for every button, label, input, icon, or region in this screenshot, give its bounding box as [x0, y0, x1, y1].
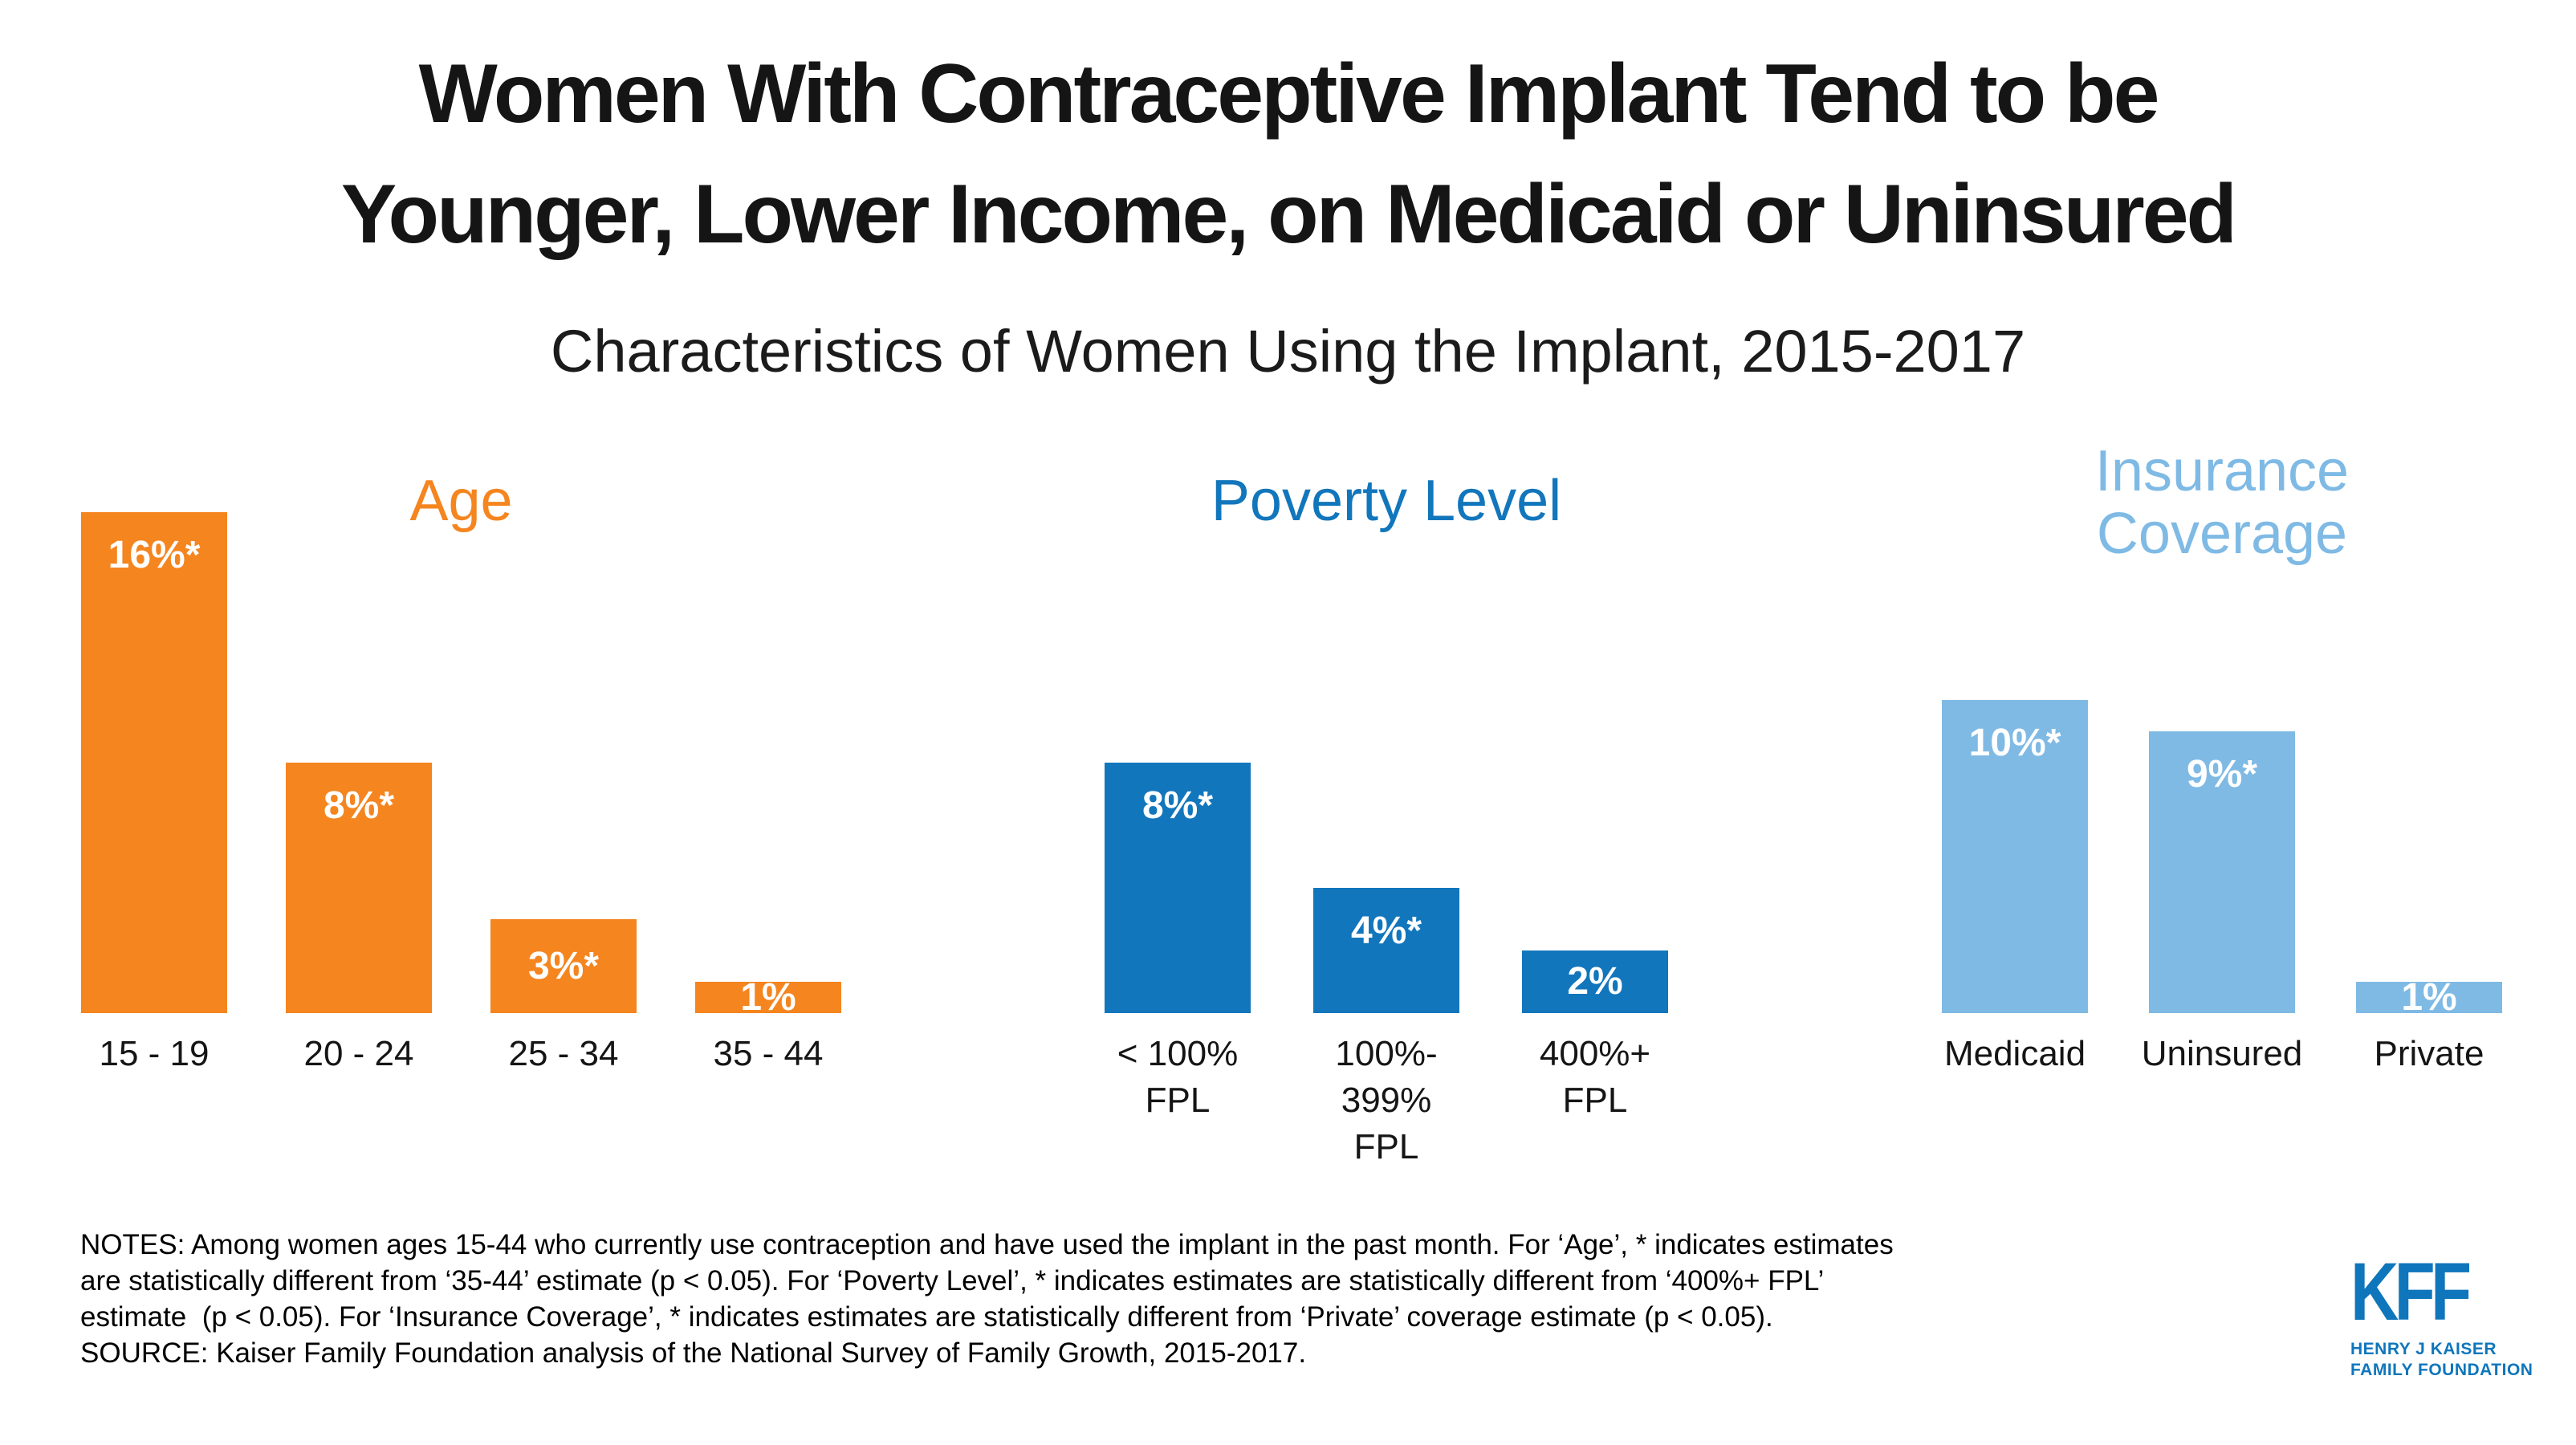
kff-logo-wordmark: KFF	[2350, 1246, 2472, 1337]
notes-line: are statistically different from ‘35-44’…	[80, 1265, 1825, 1296]
bar-category-label: < 100% FPL	[1117, 1034, 1239, 1120]
bar-category-label: 25 - 34	[508, 1034, 619, 1073]
bar-value-label: 2%	[1567, 960, 1623, 1003]
bar-column: 10%* Medicaid	[1942, 434, 2088, 1073]
bar-category-label: 100%- 399% FPL	[1335, 1034, 1438, 1166]
kff-logo-subline2: FAMILY FOUNDATION	[2350, 1361, 2533, 1379]
bar: 10%*	[1942, 700, 2088, 1013]
bar: 2%	[1522, 950, 1668, 1013]
group-title-age: Age	[409, 469, 513, 533]
notes-line: NOTES: Among women ages 15-44 who curren…	[80, 1229, 1894, 1260]
chart-subtitle: Characteristics of Women Using the Impla…	[550, 318, 2026, 385]
notes-line: estimate (p < 0.05). For ‘Insurance Cove…	[80, 1301, 1773, 1333]
bar: 8%*	[286, 763, 432, 1013]
bar: 8%*	[1105, 763, 1251, 1013]
bar: 3%*	[490, 919, 637, 1013]
bar-category-label: 15 - 19	[99, 1034, 210, 1073]
bar-value-label: 8%*	[1141, 784, 1214, 827]
bar-category-label: 35 - 44	[713, 1034, 824, 1073]
bar: 9%*	[2149, 731, 2295, 1013]
bar-column: 4%* 100%- 399% FPL	[1313, 434, 1459, 1166]
bar-column: 8%* < 100% FPL	[1105, 434, 1251, 1120]
bar-value-label: 16%*	[108, 534, 201, 576]
bar: 1%	[695, 978, 841, 1016]
bar-group-age: 16%* 15 - 19 8%* 20 - 24 3%* 25 - 34 1% 35 - 44	[81, 434, 841, 1073]
bar-column: 3%* 25 - 34	[490, 434, 637, 1073]
bar-category-label: Private	[2374, 1034, 2484, 1073]
bar-value-label: 9%*	[2186, 753, 2258, 796]
group-title-insurance-coverage: Insurance Coverage	[2094, 439, 2350, 566]
bar-category-label: 20 - 24	[303, 1034, 414, 1073]
bar-value-label: 8%*	[323, 784, 395, 827]
kff-logo-subline1: HENRY J KAISER	[2350, 1340, 2497, 1358]
chart-title-line1: Women With Contraceptive Implant Tend to…	[418, 47, 2160, 140]
bar-value-label: 4%*	[1350, 910, 1422, 952]
group-title-poverty-level: Poverty Level	[1211, 469, 1562, 533]
bar-column: 2% 400%+ FPL	[1522, 434, 1668, 1120]
bar-column: 8%* 20 - 24	[286, 434, 432, 1073]
bar-column: 1% 35 - 44	[695, 434, 841, 1073]
bar-category-label: 400%+ FPL	[1539, 1034, 1651, 1120]
bar-category-label: Medicaid	[1943, 1034, 2086, 1073]
bar-category-label: Uninsured	[2141, 1034, 2303, 1073]
bar: 4%*	[1313, 888, 1459, 1013]
bar: 1%	[2356, 978, 2502, 1016]
bar-value-label: 1%	[2401, 975, 2457, 1019]
chart-title: Women With Contraceptive Implant Tend to…	[0, 34, 2576, 275]
bar-group-poverty-level: 8%* < 100% FPL 4%* 100%- 399% FPL 2% 400%+ FP…	[1105, 434, 1668, 1166]
bar-value-label: 3%*	[527, 944, 600, 987]
bar-column: 9%* Uninsured	[2142, 434, 2302, 1073]
bar-value-label: 1%	[740, 975, 796, 1019]
chart-title-line2: Younger, Lower Income, on Medicaid or Un…	[340, 168, 2237, 261]
kff-logo-subtext: HENRY J KAISER FAMILY FOUNDATION	[2350, 1339, 2559, 1381]
notes-block: NOTES: Among women ages 15-44 who curren…	[80, 1227, 2336, 1371]
bar-group-insurance-coverage: 10%* Medicaid 9%* Uninsured 1% Private	[1942, 434, 2502, 1073]
bar-column: 16%* 15 - 19	[81, 434, 227, 1073]
kff-logo: KFF HENRY J KAISER FAMILY FOUNDATION	[2350, 1251, 2559, 1381]
bar-column: 1% Private	[2356, 434, 2502, 1073]
source-line: SOURCE: Kaiser Family Foundation analysi…	[80, 1337, 1307, 1369]
bar: 16%*	[81, 512, 227, 1013]
bar-value-label: 10%*	[1968, 722, 2061, 764]
